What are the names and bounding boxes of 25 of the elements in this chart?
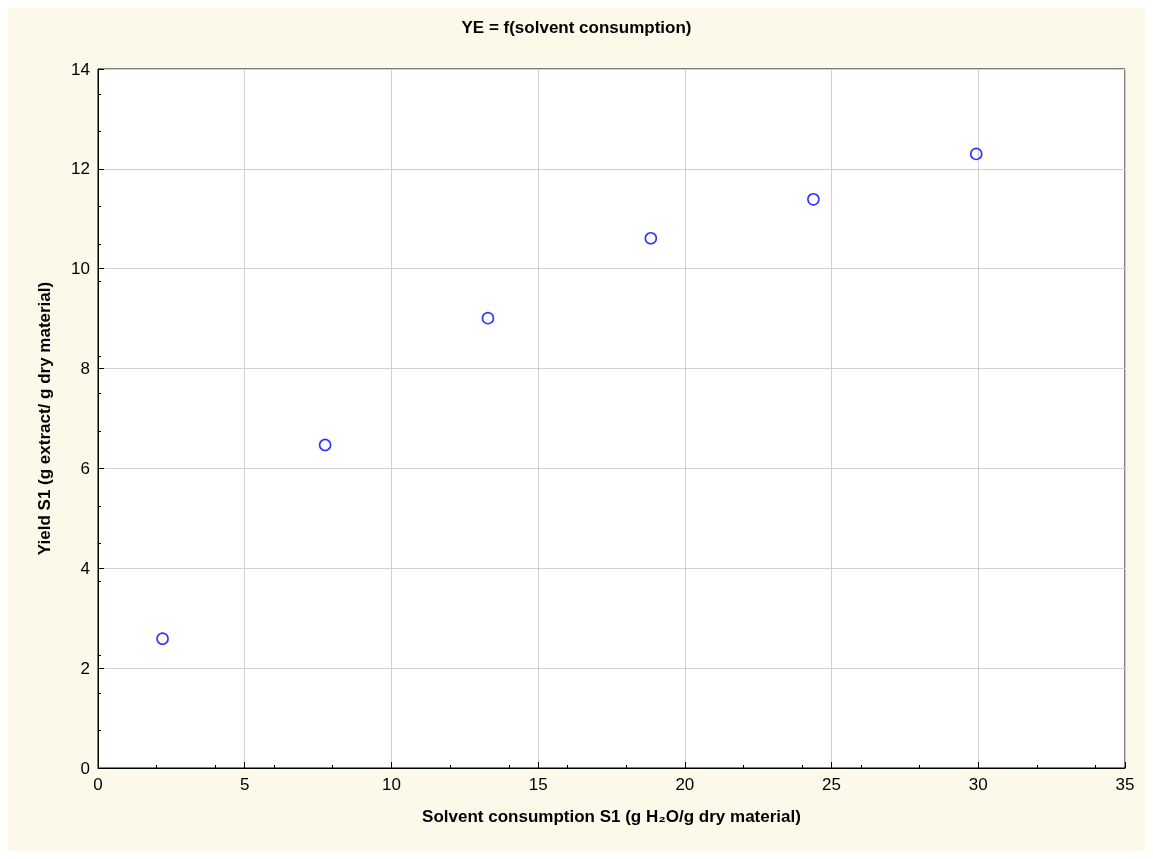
x-tick-label: 30 (968, 775, 988, 794)
point (156, 632, 169, 645)
point (644, 231, 658, 245)
x-tick-label: 0 (93, 775, 103, 794)
y-tick-label: 0 (80, 758, 90, 778)
y-tick-label: 6 (80, 458, 90, 478)
point (807, 193, 820, 206)
x-tick-label: 20 (675, 775, 695, 794)
point (969, 147, 983, 161)
y-tick-label: 10 (71, 259, 90, 279)
x-tick-label: 25 (822, 775, 842, 794)
y-tick-label: 8 (80, 359, 90, 379)
x-tick-label: 15 (528, 775, 548, 794)
x-axis-title: Solvent consumption S1 (g H₂O/g dry material) (422, 807, 801, 826)
y-tick-label: 14 (71, 59, 90, 79)
point (481, 311, 495, 325)
chart-title: YE = f(solvent consumption) (461, 18, 692, 37)
x-tick-label: 10 (381, 775, 401, 794)
y-tick-label: 12 (71, 159, 90, 179)
point (318, 438, 332, 452)
x-tick-label: 5 (239, 775, 250, 794)
y-tick-label: 4 (80, 558, 90, 578)
y-axis-title: Yield S1 (g extract/ g dry material) (35, 281, 54, 556)
x-tick-label: 35 (1115, 775, 1135, 794)
y-tick-label: 2 (80, 658, 90, 678)
